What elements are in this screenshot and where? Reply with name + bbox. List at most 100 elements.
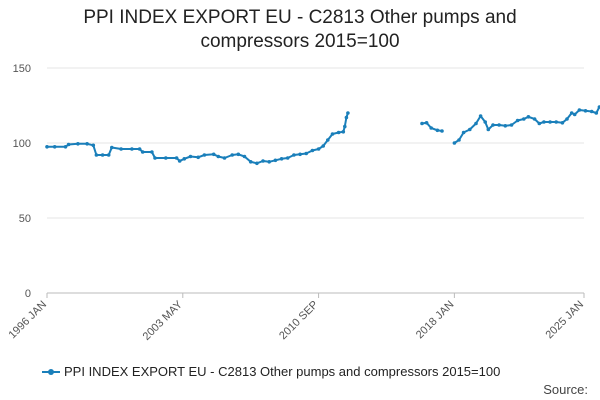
data-point <box>248 160 253 164</box>
data-point <box>326 138 330 142</box>
series-layer <box>45 105 600 166</box>
x-tick-label: 2003 MAY <box>141 298 186 343</box>
data-point <box>130 147 134 151</box>
data-point <box>273 158 278 163</box>
data-point <box>177 159 182 163</box>
data-point <box>594 111 599 115</box>
data-point <box>341 130 346 134</box>
data-point <box>597 105 600 109</box>
data-point <box>261 159 265 163</box>
data-point <box>292 153 296 157</box>
data-point <box>491 123 495 127</box>
data-point <box>316 147 321 151</box>
data-point <box>106 153 111 157</box>
chart-title-line-1: PPI INDEX EXPORT EU - C2813 Other pumps … <box>83 7 517 28</box>
data-point <box>94 153 99 157</box>
data-point <box>174 156 179 160</box>
data-point <box>242 154 247 159</box>
data-point <box>66 142 71 147</box>
data-point <box>420 121 424 126</box>
data-point <box>515 118 520 123</box>
y-tick-label: 150 <box>13 63 31 75</box>
grid-lines <box>47 67 584 219</box>
data-point <box>196 155 200 160</box>
data-point <box>346 111 350 115</box>
data-point <box>100 153 105 157</box>
data-point <box>236 152 241 157</box>
data-point <box>486 127 491 132</box>
x-tick-label: 2018 JAN <box>414 299 457 342</box>
data-point <box>497 123 501 127</box>
data-point <box>429 126 434 130</box>
chart-title: PPI INDEX EXPORT EU - C2813 Other pumps … <box>40 6 560 54</box>
x-tick-label: 2010 SEP <box>277 299 321 343</box>
data-point <box>202 153 207 157</box>
data-point <box>211 152 216 157</box>
legend-line-marker-icon <box>42 367 60 377</box>
data-point <box>63 145 68 149</box>
x-tick-label: 2025 JAN <box>543 299 586 342</box>
data-point <box>164 156 168 160</box>
data-point <box>267 160 272 164</box>
data-point <box>560 121 565 125</box>
data-point <box>542 120 546 124</box>
y-tick-label: 100 <box>13 138 31 150</box>
data-point <box>52 145 57 149</box>
data-point <box>304 151 309 156</box>
data-point <box>589 109 594 114</box>
chart-title-line-2: compressors 2015=100 <box>200 31 400 52</box>
data-point <box>91 143 96 148</box>
data-point <box>461 130 466 135</box>
data-point <box>554 120 558 124</box>
data-point <box>230 153 234 157</box>
data-point <box>503 124 508 128</box>
data-point <box>565 117 569 121</box>
data-point <box>140 150 145 154</box>
data-point <box>478 114 483 118</box>
data-point <box>321 144 326 148</box>
data-point <box>85 142 89 146</box>
data-point <box>532 117 537 121</box>
data-point <box>457 138 461 142</box>
legend[interactable]: PPI INDEX EXPORT EU - C2813 Other pumps … <box>42 364 500 379</box>
data-point <box>424 121 429 125</box>
data-point <box>572 112 577 117</box>
data-point <box>216 154 221 159</box>
axes: 0 50 100 150 1996 JAN 2003 MAY 2010 SEP 2018 JA… <box>6 63 586 343</box>
data-point <box>468 127 472 132</box>
data-point <box>583 109 588 113</box>
data-point <box>548 120 552 124</box>
data-point <box>509 123 514 127</box>
data-point <box>526 115 531 119</box>
data-point <box>330 132 335 136</box>
data-point <box>110 145 114 150</box>
data-point <box>279 157 284 161</box>
data-point <box>569 111 574 115</box>
data-point <box>298 152 302 157</box>
data-point <box>153 156 157 160</box>
data-point <box>440 129 444 133</box>
y-tick-label: 0 <box>25 288 31 300</box>
data-point <box>577 108 582 112</box>
data-point <box>188 154 193 159</box>
data-point <box>344 115 349 120</box>
data-point <box>336 130 341 135</box>
data-point <box>182 157 187 161</box>
data-point <box>76 142 80 146</box>
data-point <box>137 147 142 151</box>
data-point <box>285 156 290 160</box>
source-label: Source: <box>543 382 588 397</box>
data-point <box>150 150 154 154</box>
data-point <box>45 145 49 149</box>
x-tick-label: 1996 JAN <box>6 299 49 342</box>
data-point <box>474 121 478 126</box>
data-point <box>310 148 315 153</box>
data-point <box>222 156 227 160</box>
data-point <box>522 117 526 121</box>
data-point <box>119 147 123 151</box>
data-point <box>452 141 457 145</box>
data-point <box>537 121 542 126</box>
data-point <box>255 161 259 166</box>
data-point <box>435 128 440 133</box>
legend-label: PPI INDEX EXPORT EU - C2813 Other pumps … <box>64 364 501 379</box>
